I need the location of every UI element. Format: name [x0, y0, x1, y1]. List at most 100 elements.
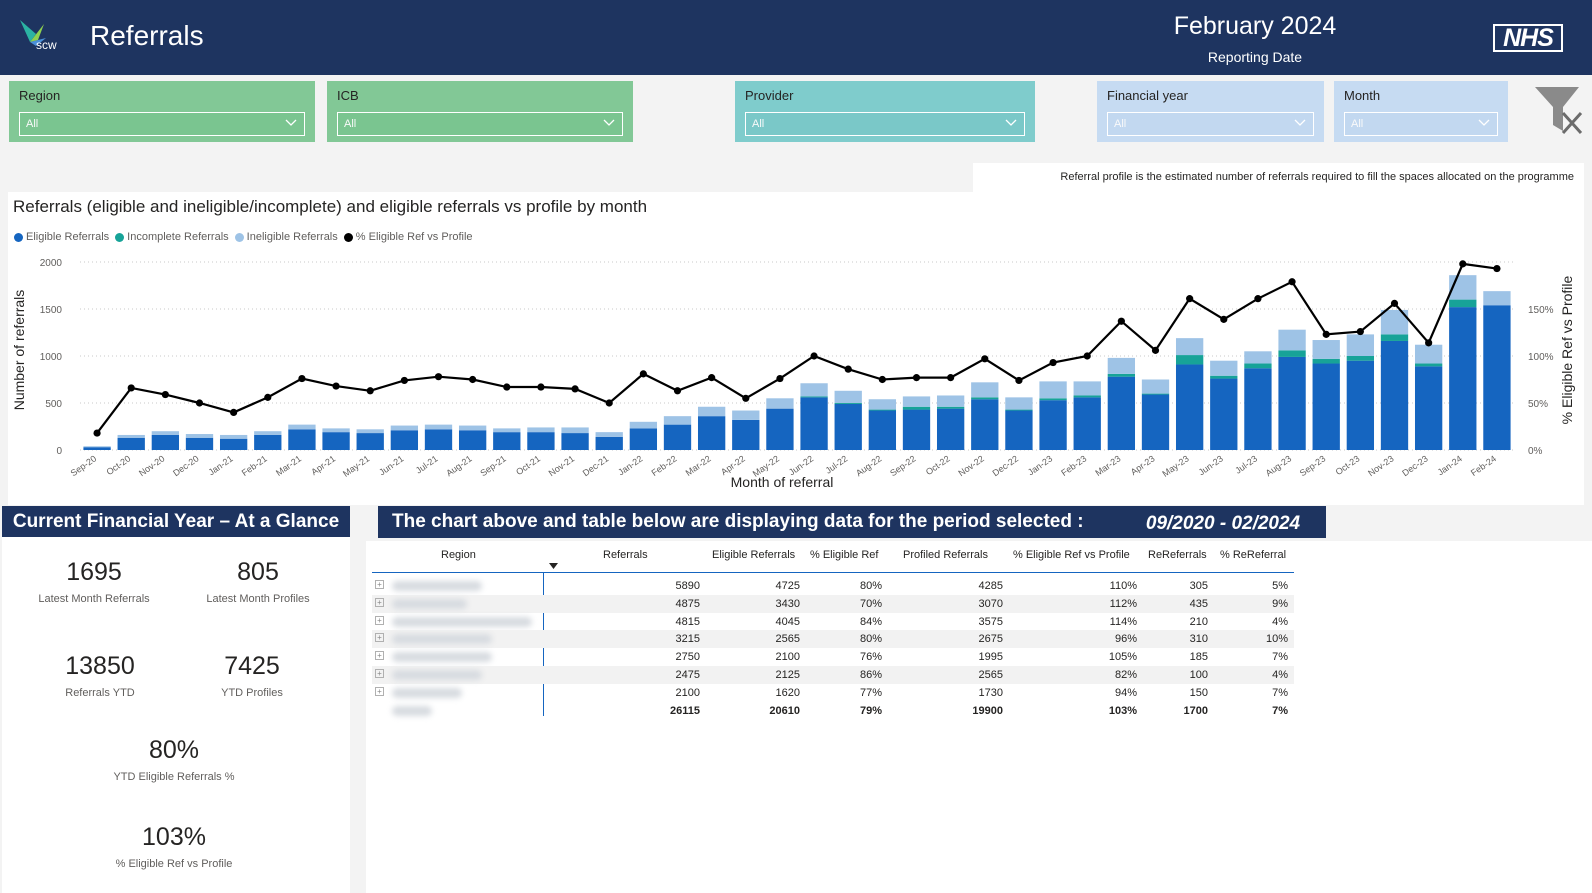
table-cell: 86%: [859, 669, 882, 681]
bar-incomplete: [1005, 409, 1033, 411]
bar-eligible: [424, 429, 453, 450]
col-header-pct-vs-profile[interactable]: % Eligible Ref vs Profile: [1013, 549, 1130, 561]
bar-ineligible: [527, 427, 555, 433]
bar-ineligible: [1244, 351, 1272, 364]
sort-desc-icon[interactable]: [549, 563, 559, 570]
point-pct-vs-profile: [708, 374, 716, 382]
point-pct-vs-profile: [127, 384, 135, 392]
table-row[interactable]: +3215 2565 80% 2675 96% 310 10%: [372, 630, 1294, 649]
x-tick-label: May-21: [341, 453, 371, 478]
table-row[interactable]: +2100 1620 77% 1730 94% 150 7%: [372, 684, 1294, 702]
point-pct-vs-profile: [93, 429, 101, 437]
table-cell: 2100: [775, 651, 800, 664]
kpi-label: YTD Profiles: [221, 687, 283, 699]
kpi-value: 7425: [224, 652, 280, 680]
table-cell: 80%: [859, 580, 882, 592]
bar-eligible: [356, 433, 384, 450]
point-pct-vs-profile: [298, 374, 306, 383]
col-header-pct-rereferral[interactable]: % ReReferral: [1220, 549, 1287, 561]
table-total-cell: 7%: [1272, 704, 1288, 717]
point-pct-vs-profile: [1356, 327, 1364, 336]
table-row[interactable]: +5890 4725 80% 4285 110% 305 5%: [372, 577, 1294, 595]
bar-ineligible: [493, 428, 521, 433]
col-header-referrals[interactable]: Referrals: [603, 549, 648, 561]
x-tick-label: Aug-21: [444, 453, 474, 478]
y2-tick-label: 150%: [1528, 305, 1554, 316]
expand-row-icon[interactable]: +: [375, 597, 384, 607]
expand-row-icon[interactable]: +: [375, 651, 384, 661]
clear-filters-icon[interactable]: [1533, 85, 1583, 137]
point-pct-vs-profile: [605, 399, 613, 407]
bar-eligible: [732, 419, 760, 450]
expand-row-icon[interactable]: +: [375, 580, 384, 589]
table-cell: 5%: [1272, 580, 1288, 592]
col-header-rereferrals[interactable]: ReReferrals: [1148, 549, 1207, 561]
x-tick-label: Oct-23: [1334, 453, 1362, 477]
table-cell: 7%: [1272, 686, 1288, 699]
bar-eligible: [83, 447, 111, 450]
x-tick-label: Aug-23: [1264, 453, 1294, 478]
legend-item-incomplete[interactable]: Incomplete Referrals: [115, 231, 229, 243]
col-header-region[interactable]: Region: [441, 549, 476, 561]
legend-item-pct-vs-profile[interactable]: % Eligible Ref vs Profile: [343, 231, 473, 243]
table-total-cell: 26115: [670, 704, 700, 717]
kpi-panel: [2, 537, 350, 893]
bar-eligible: [1107, 376, 1136, 450]
bar-eligible: [595, 436, 623, 450]
point-pct-vs-profile: [571, 385, 579, 393]
y-tick-label: 1500: [40, 305, 63, 316]
point-pct-vs-profile: [195, 399, 204, 407]
month-dropdown[interactable]: All: [1344, 112, 1498, 136]
reporting-date-label: Reporting Date: [1207, 49, 1303, 65]
table-row[interactable]: +4875 3430 70% 3070 112% 435 9%: [372, 594, 1294, 613]
expand-row-icon[interactable]: +: [375, 633, 384, 643]
table-cell: 2565: [775, 633, 800, 646]
expand-row-icon[interactable]: +: [375, 669, 384, 678]
y-tick-label: 500: [45, 399, 62, 410]
kpi-label: YTD Eligible Referrals %: [113, 771, 235, 783]
col-header-profiled-referrals[interactable]: Profiled Referrals: [903, 549, 988, 561]
point-pct-vs-profile: [264, 393, 272, 401]
table-cell: 4725: [775, 580, 800, 592]
y2-tick-label: 0%: [1528, 446, 1543, 457]
legend-label-eligible: Eligible Referrals: [26, 231, 110, 243]
provider-dropdown[interactable]: All: [745, 112, 1025, 136]
table-row[interactable]: +2475 2125 86% 2565 82% 100 4%: [372, 666, 1294, 684]
bar-ineligible: [185, 434, 214, 438]
x-tick-label: Jan-22: [616, 453, 644, 477]
bar-ineligible: [1483, 291, 1511, 306]
icb-dropdown[interactable]: All: [337, 112, 623, 136]
point-pct-vs-profile: [230, 408, 238, 416]
table-cell: 76%: [859, 651, 882, 664]
point-pct-vs-profile: [947, 374, 955, 382]
chart-legend: Eligible Referrals Incomplete Referrals …: [14, 231, 473, 243]
legend-item-eligible[interactable]: Eligible Referrals: [14, 231, 109, 243]
bar-incomplete: [1449, 299, 1477, 308]
bar-eligible: [1449, 307, 1477, 450]
region-dropdown[interactable]: All: [19, 112, 305, 136]
financial-year-dropdown[interactable]: All: [1107, 112, 1314, 136]
bar-ineligible: [800, 383, 828, 397]
x-tick-label: Feb-22: [650, 453, 679, 478]
table-row[interactable]: +4815 4045 84% 3575 114% 210 4%: [372, 613, 1294, 631]
bar-ineligible: [322, 428, 350, 433]
legend-item-ineligible[interactable]: Ineligible Referrals: [234, 231, 338, 243]
table-cell: 2565: [978, 669, 1003, 681]
point-pct-vs-profile: [400, 376, 408, 385]
scw-bird-logo-icon: [20, 20, 46, 46]
col-header-eligible-referrals[interactable]: Eligible Referrals: [712, 549, 796, 561]
expand-row-icon[interactable]: +: [375, 686, 384, 696]
table-row[interactable]: +2750 2100 76% 1995 105% 185 7%: [372, 648, 1294, 666]
bar-ineligible: [834, 390, 862, 403]
kpi-value: 103%: [142, 823, 206, 851]
bar-ineligible: [1346, 334, 1375, 356]
col-header-pct-eligible[interactable]: % Eligible Ref: [810, 549, 879, 561]
x-tick-label: Nov-20: [137, 453, 167, 478]
bar-eligible: [561, 433, 589, 450]
referral-profile-note: Referral profile is the estimated number…: [973, 163, 1584, 193]
region-name-redacted: [392, 687, 462, 698]
region-name-redacted: [392, 598, 467, 609]
expand-row-icon[interactable]: +: [375, 615, 384, 625]
bar-eligible: [390, 430, 419, 450]
table-cell: 110%: [1109, 580, 1137, 592]
